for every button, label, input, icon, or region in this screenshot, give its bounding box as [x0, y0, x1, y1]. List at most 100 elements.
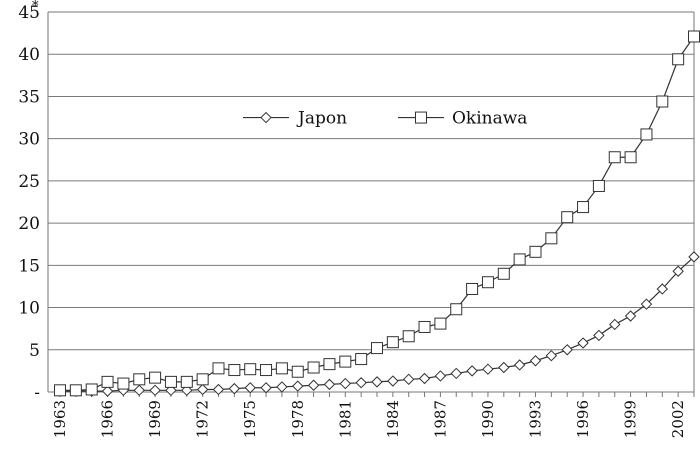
point-okinawa-1989	[466, 282, 479, 295]
x-tick-label-1972: 1972	[194, 400, 212, 438]
point-okinawa-2001	[656, 95, 669, 108]
point-japon-1989	[466, 365, 478, 377]
point-okinawa-1971	[180, 375, 193, 388]
point-japon-1988	[450, 367, 462, 380]
legend-item-japon: Japon	[243, 109, 347, 129]
series-line-japon	[60, 256, 695, 392]
y-tick-label-5: 5	[29, 341, 40, 361]
x-tick-label-1978: 1978	[289, 400, 307, 438]
point-japon-1987	[434, 370, 447, 382]
point-okinawa-1979	[307, 361, 320, 374]
point-okinawa-1984	[386, 336, 399, 349]
x-tick-label-1999: 1999	[622, 400, 640, 438]
point-japon-1977	[276, 381, 288, 393]
point-japon-1999	[624, 310, 637, 322]
legend-label-okinawa: Okinawa	[452, 109, 527, 129]
point-okinawa-1978	[291, 365, 304, 378]
x-tick-label-1984: 1984	[384, 400, 402, 438]
x-tick-label-1993: 1993	[527, 400, 545, 438]
x-tick-label-1981: 1981	[336, 400, 354, 438]
point-okinawa-1972	[196, 373, 209, 386]
point-okinawa-1994	[545, 232, 558, 245]
point-japon-1993	[529, 355, 542, 367]
point-okinawa-1991	[497, 267, 510, 280]
point-okinawa-1982	[355, 353, 368, 366]
point-okinawa-1965	[85, 383, 98, 396]
point-okinawa-1966	[101, 375, 114, 388]
x-tick-label-1963: 1963	[51, 400, 69, 438]
legend: Japon Okinawa	[243, 109, 527, 129]
point-japon-1968	[133, 384, 145, 397]
point-okinawa-2003	[688, 30, 700, 43]
point-japon-1979	[307, 379, 320, 391]
point-japon-1985	[402, 373, 415, 386]
legend-label-japon: Japon	[296, 109, 347, 129]
y-tick-labels: - 5 10 15 20 25 30 35 40 45*	[18, 0, 40, 403]
point-japon-1981	[339, 377, 352, 390]
legend-item-okinawa: Okinawa	[398, 109, 527, 129]
point-japon-1997	[593, 329, 605, 342]
point-japon-1976	[260, 382, 272, 394]
point-japon-2003	[688, 251, 700, 263]
point-okinawa-1976	[260, 364, 273, 377]
point-okinawa-1968	[133, 373, 146, 386]
point-okinawa-1973	[212, 362, 225, 375]
y-tick-label-40: 40	[18, 45, 40, 65]
point-okinawa-1975	[244, 363, 257, 376]
x-tick-label-2002: 2002	[669, 400, 687, 438]
point-okinawa-1967	[117, 377, 130, 390]
y-tick-label-15: 15	[18, 256, 40, 276]
point-japon-1995	[561, 344, 573, 356]
point-okinawa-2000	[640, 128, 653, 141]
point-okinawa-1981	[339, 355, 352, 368]
point-okinawa-1969	[149, 371, 162, 384]
point-okinawa-1977	[275, 362, 288, 375]
point-japon-1974	[228, 382, 241, 395]
y-tick-label-30: 30	[18, 130, 40, 150]
point-okinawa-1986	[418, 320, 431, 333]
point-okinawa-1980	[323, 358, 336, 371]
point-okinawa-1992	[513, 253, 526, 266]
legend-marker-japon	[260, 111, 272, 124]
point-japon-1978	[292, 380, 304, 392]
point-japon-1969	[149, 384, 161, 397]
y-tick-label-20: 20	[18, 214, 40, 234]
point-okinawa-1963	[54, 384, 66, 397]
point-japon-2001	[656, 283, 669, 295]
point-japon-1994	[545, 349, 558, 362]
point-japon-1998	[609, 318, 621, 331]
point-japon-1973	[212, 383, 225, 396]
y-unit-marker: *	[32, 0, 39, 14]
point-okinawa-1999	[624, 151, 637, 164]
point-okinawa-1987	[434, 317, 447, 330]
point-japon-1991	[498, 361, 510, 374]
point-okinawa-1993	[529, 245, 542, 258]
y-tick-label-0: -	[34, 383, 40, 403]
point-okinawa-1974	[228, 364, 241, 377]
x-tick-label-1990: 1990	[479, 400, 497, 438]
point-okinawa-1988	[450, 303, 463, 316]
point-okinawa-1970	[164, 375, 177, 388]
y-tick-label-25: 25	[18, 172, 40, 192]
point-japon-1996	[577, 337, 589, 349]
point-okinawa-1985	[402, 330, 415, 343]
x-tick-label-1996: 1996	[574, 400, 592, 438]
point-okinawa-1995	[561, 211, 574, 224]
point-japon-1972	[196, 383, 209, 396]
legend-marker-okinawa	[415, 111, 427, 124]
point-okinawa-1964	[69, 384, 82, 397]
point-japon-1990	[482, 363, 494, 375]
y-tick-label-10: 10	[18, 299, 40, 319]
y-tick-label-45: 45	[18, 3, 40, 23]
point-japon-1975	[244, 382, 256, 394]
point-japon-1982	[355, 377, 367, 389]
series-japon	[54, 251, 700, 397]
point-okinawa-2002	[672, 53, 685, 66]
point-japon-1986	[418, 372, 431, 385]
y-tick-label-35: 35	[18, 87, 40, 107]
point-okinawa-1997	[592, 179, 605, 192]
point-japon-1983	[371, 376, 383, 388]
x-tick-label-1975: 1975	[241, 400, 259, 438]
series-okinawa	[54, 30, 700, 397]
